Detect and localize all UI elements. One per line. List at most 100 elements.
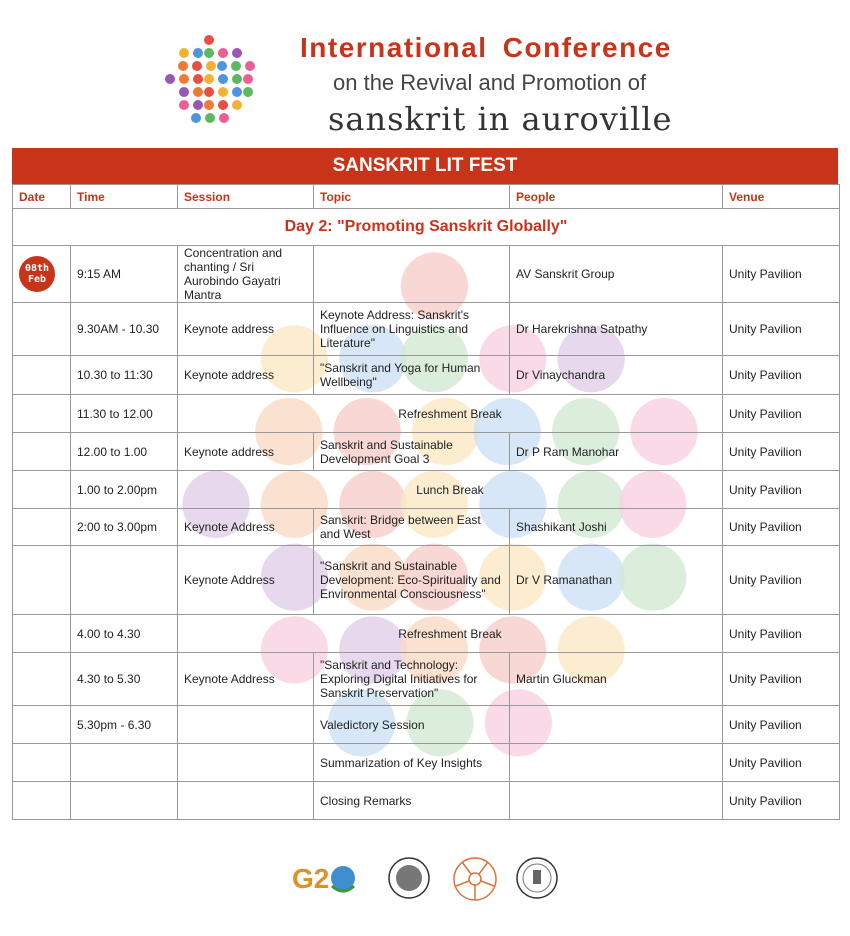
time-cell: 11.30 to 12.00 xyxy=(70,394,178,433)
col-topic: Topic xyxy=(313,184,510,209)
venue-cell: Unity Pavilion xyxy=(722,743,840,782)
time-cell: 5.30pm - 6.30 xyxy=(70,705,178,744)
venue-cell: Unity Pavilion xyxy=(722,545,840,615)
time-cell: 1.00 to 2.00pm xyxy=(70,470,178,509)
break-cell: Refreshment Break xyxy=(177,394,723,433)
date-cell xyxy=(12,545,71,615)
session-cell: Keynote address xyxy=(177,432,314,471)
schedule-row: 4.00 to 4.30 Refreshment Break Unity Pavil… xyxy=(12,614,840,653)
sri-aurobindo-seal xyxy=(386,856,432,900)
time-cell xyxy=(70,545,178,615)
schedule-table: Date Time Session Topic People Venue Day… xyxy=(12,184,840,820)
conference-subtitle: on the Revival and Promotion of xyxy=(333,70,647,95)
people-cell xyxy=(509,781,723,820)
date-cell xyxy=(12,355,71,395)
topic-cell xyxy=(313,245,510,303)
col-time: Time xyxy=(70,184,178,209)
time-cell: 4.30 to 5.30 xyxy=(70,652,178,706)
venue-cell: Unity Pavilion xyxy=(722,302,840,356)
date-cell xyxy=(12,394,71,433)
schedule-row: Closing Remarks Unity Pavilion xyxy=(12,781,840,820)
people-cell xyxy=(509,743,723,782)
break-cell: Lunch Break xyxy=(177,470,723,509)
topic-cell: "Sanskrit and Sustainable Development: E… xyxy=(313,545,510,615)
column-headers: Date Time Session Topic People Venue xyxy=(12,184,840,209)
session-cell: Keynote address xyxy=(177,302,314,356)
venue-cell: Unity Pavilion xyxy=(722,470,840,509)
topic-cell: "Sanskrit and Technology: Exploring Digi… xyxy=(313,652,510,706)
schedule-row: 08th Feb 9:15 AM Concentration and chanting… xyxy=(12,245,840,303)
session-cell xyxy=(177,781,314,820)
col-session: Session xyxy=(177,184,314,209)
people-cell: Dr Harekrishna Satpathy xyxy=(509,302,723,356)
col-venue: Venue xyxy=(722,184,840,209)
date-cell xyxy=(12,743,71,782)
session-cell: Keynote Address xyxy=(177,545,314,615)
col-date: Date xyxy=(12,184,71,209)
time-cell: 12.00 to 1.00 xyxy=(70,432,178,471)
date-badge: 08th Feb xyxy=(19,256,55,292)
session-cell: Concentration and chanting / Sri Aurobin… xyxy=(177,245,314,303)
venue-cell: Unity Pavilion xyxy=(722,432,840,471)
topic-cell: "Sanskrit and Yoga for Human Wellbeing" xyxy=(313,355,510,395)
conference-logo xyxy=(165,35,255,123)
schedule-row: 1.00 to 2.00pm Lunch Break Unity Pavilion xyxy=(12,470,840,509)
time-cell: 10.30 to 11:30 xyxy=(70,355,178,395)
break-cell: Refreshment Break xyxy=(177,614,723,653)
people-cell: Dr P Ram Manohar xyxy=(509,432,723,471)
topic-cell: Summarization of Key Insights xyxy=(313,743,510,782)
government-emblem-seal xyxy=(514,856,560,900)
schedule-row: 2:00 to 3.00pm Keynote Address Sanskrit: B… xyxy=(12,508,840,546)
date-cell xyxy=(12,781,71,820)
people-cell: Shashikant Joshi xyxy=(509,508,723,546)
venue-cell: Unity Pavilion xyxy=(722,614,840,653)
venue-cell: Unity Pavilion xyxy=(722,508,840,546)
date-cell xyxy=(12,705,71,744)
people-cell: Dr Vinaychandra xyxy=(509,355,723,395)
day-title: Day 2: "Promoting Sanskrit Globally" xyxy=(12,208,840,246)
venue-cell: Unity Pavilion xyxy=(722,245,840,303)
people-cell: Dr V Ramanathan xyxy=(509,545,723,615)
date-cell xyxy=(12,508,71,546)
venue-cell: Unity Pavilion xyxy=(722,652,840,706)
session-cell xyxy=(177,743,314,782)
time-cell xyxy=(70,781,178,820)
svg-text:G2: G2 xyxy=(292,863,329,894)
venue-cell: Unity Pavilion xyxy=(722,705,840,744)
schedule-row: 4.30 to 5.30 Keynote Address "Sanskrit and… xyxy=(12,652,840,706)
schedule-row: Summarization of Key Insights Unity Pavil… xyxy=(12,743,840,782)
people-cell: AV Sanskrit Group xyxy=(509,245,723,303)
time-cell: 9.30AM - 10.30 xyxy=(70,302,178,356)
topic-cell: Closing Remarks xyxy=(313,781,510,820)
date-cell: 08th Feb xyxy=(12,245,71,303)
schedule-row: 11.30 to 12.00 Refreshment Break Unity Pav… xyxy=(12,394,840,433)
venue-cell: Unity Pavilion xyxy=(722,781,840,820)
brand-wordmark: sanskrit in auroville xyxy=(328,100,673,138)
time-cell: 9:15 AM xyxy=(70,245,178,303)
venue-cell: Unity Pavilion xyxy=(722,394,840,433)
date-cell xyxy=(12,614,71,653)
session-cell xyxy=(177,705,314,744)
topic-cell: Keynote Address: Sanskrit's Influence on… xyxy=(313,302,510,356)
date-cell xyxy=(12,432,71,471)
auroville-symbol xyxy=(452,856,498,902)
time-cell: 4.00 to 4.30 xyxy=(70,614,178,653)
date-cell xyxy=(12,470,71,509)
people-cell xyxy=(509,705,723,744)
g20-logo: G2 xyxy=(288,856,358,904)
date-cell xyxy=(12,652,71,706)
topic-cell: Sanskrit and Sustainable Development Goa… xyxy=(313,432,510,471)
time-cell: 2:00 to 3.00pm xyxy=(70,508,178,546)
schedule-row: 12.00 to 1.00 Keynote address Sanskrit and… xyxy=(12,432,840,471)
banner: SANSKRIT LIT FEST xyxy=(12,148,838,184)
session-cell: Keynote address xyxy=(177,355,314,395)
time-cell xyxy=(70,743,178,782)
date-cell xyxy=(12,302,71,356)
schedule-row: 9.30AM - 10.30 Keynote address Keynote Add… xyxy=(12,302,840,356)
col-people: People xyxy=(509,184,723,209)
conference-title: International Conference xyxy=(300,32,672,63)
session-cell: Keynote Address xyxy=(177,652,314,706)
venue-cell: Unity Pavilion xyxy=(722,355,840,395)
schedule-row: 10.30 to 11:30 Keynote address "Sanskrit a… xyxy=(12,355,840,395)
schedule-row: Keynote Address "Sanskrit and Sustainable… xyxy=(12,545,840,615)
